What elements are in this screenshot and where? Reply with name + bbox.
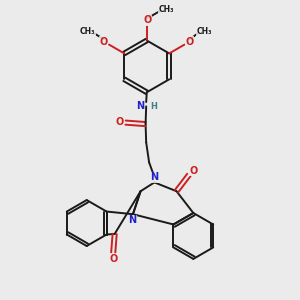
Text: O: O xyxy=(189,166,197,176)
Text: CH₃: CH₃ xyxy=(158,5,174,14)
Text: CH₃: CH₃ xyxy=(80,26,96,35)
Text: O: O xyxy=(186,37,194,46)
Text: H: H xyxy=(150,102,157,111)
Text: O: O xyxy=(143,15,152,26)
Text: CH₃: CH₃ xyxy=(196,26,212,35)
Text: O: O xyxy=(100,37,108,46)
Text: N: N xyxy=(136,101,144,111)
Text: O: O xyxy=(109,254,117,264)
Text: N: N xyxy=(128,215,136,225)
Text: O: O xyxy=(116,117,124,127)
Text: N: N xyxy=(150,172,158,182)
